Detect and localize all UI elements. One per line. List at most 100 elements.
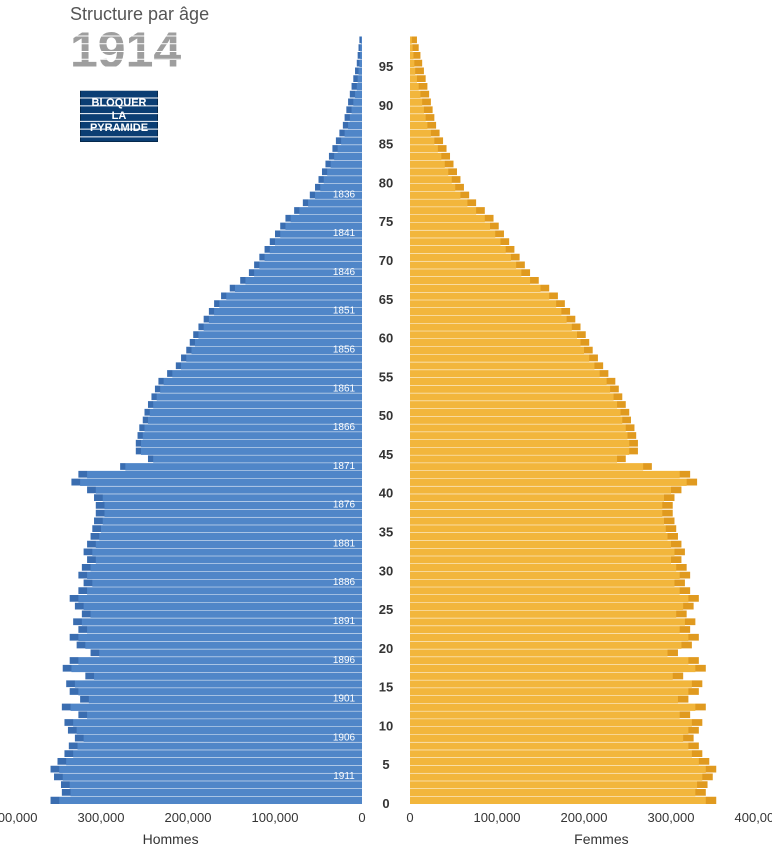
- male-bar: [141, 439, 362, 447]
- female-bar: [410, 548, 674, 556]
- male-bar: [78, 742, 362, 750]
- male-bar: [204, 323, 362, 331]
- male-bar: [181, 362, 362, 370]
- female-bar: [410, 145, 438, 153]
- birth-year-label: 1886: [333, 577, 356, 588]
- male-bar: [78, 595, 362, 603]
- female-bar: [410, 83, 419, 91]
- birth-year-label: 1896: [333, 655, 356, 666]
- female-bar: [410, 385, 610, 393]
- male-bar: [84, 734, 362, 742]
- female-bar: [410, 470, 680, 478]
- age-tick: 25: [379, 602, 393, 617]
- population-pyramid-chart: 0510152025303540455055606570758085909519…: [0, 24, 772, 860]
- female-bar: [410, 276, 530, 284]
- male-bar: [348, 121, 362, 129]
- female-bar: [410, 509, 662, 517]
- x-tick-left: 200,000: [165, 810, 212, 825]
- female-bar: [410, 486, 671, 494]
- male-bar: [92, 548, 362, 556]
- male-bar: [91, 564, 362, 572]
- female-bar: [410, 416, 622, 424]
- male-bar: [153, 455, 362, 463]
- female-bar: [410, 788, 695, 796]
- age-tick: 0: [382, 796, 389, 811]
- male-bar: [78, 633, 362, 641]
- male-bar: [145, 424, 363, 432]
- male-bar: [87, 587, 362, 595]
- female-bar: [410, 183, 455, 191]
- x-tick-left: 400,000: [0, 810, 38, 825]
- male-bar: [226, 292, 362, 300]
- birth-year-label: 1871: [333, 461, 356, 472]
- female-bar: [410, 121, 427, 129]
- female-bar: [410, 664, 695, 672]
- birth-year-label: 1866: [333, 422, 356, 433]
- age-tick: 20: [379, 641, 393, 656]
- female-bar: [410, 781, 697, 789]
- male-bar: [143, 432, 362, 440]
- age-tick: 70: [379, 253, 393, 268]
- female-bar: [410, 626, 680, 634]
- male-bar: [84, 602, 362, 610]
- female-bar: [410, 331, 577, 339]
- female-bar: [410, 300, 556, 308]
- male-bar: [66, 757, 362, 765]
- female-bar: [410, 230, 495, 238]
- male-bar: [198, 331, 362, 339]
- male-bar: [77, 726, 362, 734]
- female-bar: [410, 564, 676, 572]
- male-bar: [73, 719, 362, 727]
- x-tick-right: 400,000: [735, 810, 772, 825]
- male-bar: [85, 641, 362, 649]
- female-bar: [410, 540, 671, 548]
- birth-year-label: 1846: [333, 267, 356, 278]
- female-bar: [410, 796, 706, 804]
- female-bar: [410, 323, 572, 331]
- female-bar: [410, 176, 452, 184]
- birth-year-label: 1911: [333, 771, 355, 782]
- female-bar: [410, 269, 521, 277]
- male-bar: [361, 36, 362, 44]
- male-bar: [235, 284, 362, 292]
- male-bar: [91, 610, 362, 618]
- male-bar: [157, 393, 362, 401]
- age-tick: 60: [379, 331, 393, 346]
- male-bar: [359, 59, 362, 67]
- female-bar: [410, 657, 688, 665]
- female-bar: [410, 315, 567, 323]
- male-bar: [327, 168, 362, 176]
- female-bar: [410, 408, 621, 416]
- female-bar: [410, 292, 549, 300]
- male-bar: [352, 106, 362, 114]
- male-bar: [89, 695, 362, 703]
- female-bar: [410, 447, 629, 455]
- male-bar: [80, 478, 362, 486]
- female-bar: [410, 362, 594, 370]
- birth-year-label: 1906: [333, 732, 356, 743]
- female-bar: [410, 354, 589, 362]
- female-bar: [410, 765, 706, 773]
- female-bar: [410, 393, 614, 401]
- female-bar: [410, 59, 414, 67]
- female-bar: [410, 742, 688, 750]
- male-bar: [331, 160, 362, 168]
- x-tick-right: 100,000: [474, 810, 521, 825]
- birth-year-label: 1901: [333, 694, 356, 705]
- age-tick: 65: [379, 292, 393, 307]
- male-bar: [360, 52, 362, 60]
- male-bar: [291, 214, 362, 222]
- female-bar: [410, 137, 434, 145]
- male-bar: [99, 532, 362, 540]
- female-bar: [410, 207, 476, 215]
- male-bar: [87, 571, 362, 579]
- male-bar: [334, 152, 362, 160]
- x-tick-right: 300,000: [648, 810, 695, 825]
- female-bar: [410, 532, 668, 540]
- age-tick: 95: [379, 59, 393, 74]
- male-bar: [341, 137, 362, 145]
- female-bar: [410, 525, 666, 533]
- male-bar: [59, 765, 362, 773]
- female-bar: [410, 214, 485, 222]
- male-bar: [270, 245, 362, 253]
